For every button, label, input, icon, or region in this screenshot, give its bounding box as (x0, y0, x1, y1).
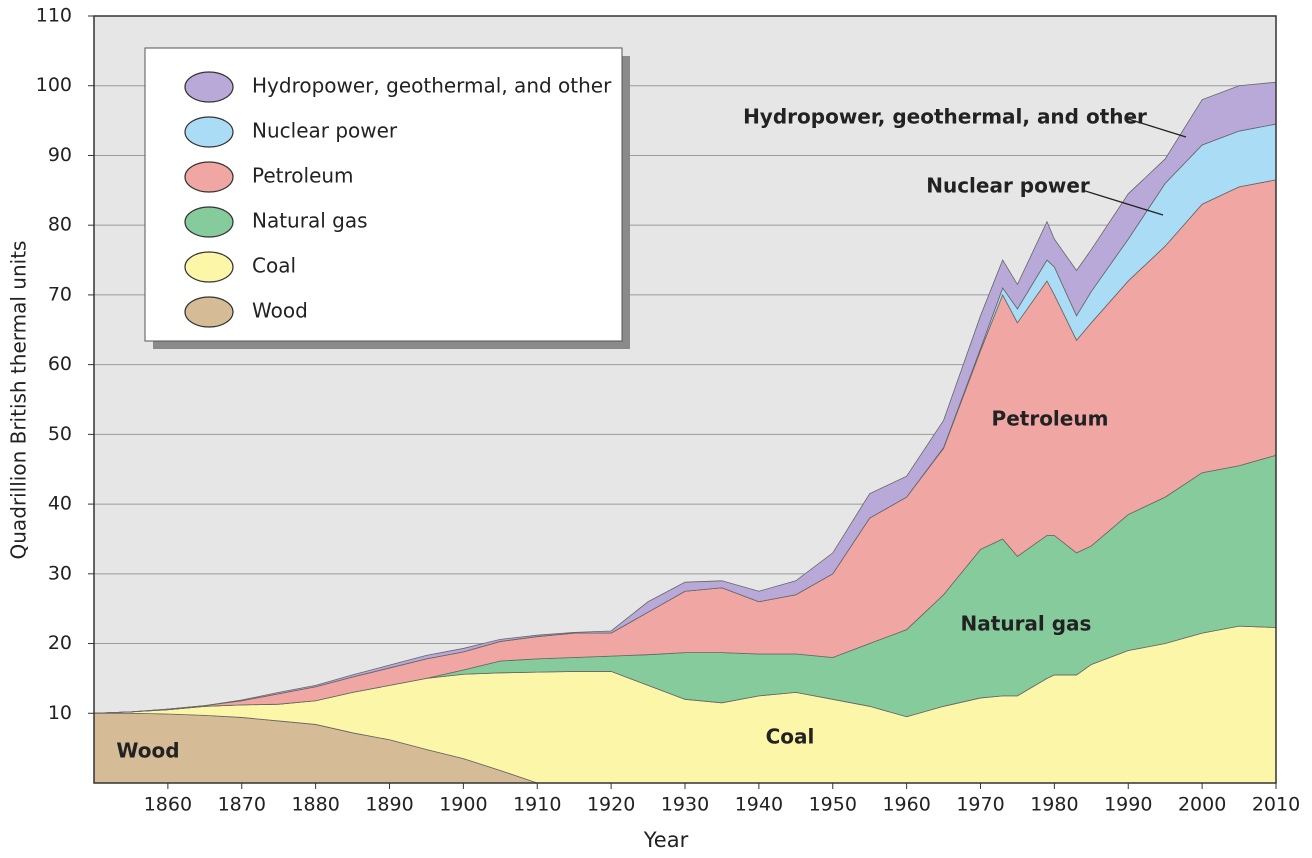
y-tick-label: 70 (48, 283, 72, 305)
leader-line (1081, 189, 1164, 216)
x-tick-label: 1870 (218, 794, 266, 816)
ticks: 10 20 30 40 50 60 70 80 90 100 110 1860 1870 1880 1890… (36, 5, 1300, 816)
legend-swatch (184, 251, 234, 283)
x-tick-label: 1910 (513, 794, 561, 816)
legend-label: Wood (252, 299, 308, 323)
y-tick-label: 30 (48, 562, 72, 584)
legend-swatch (184, 161, 234, 193)
legend-label: Petroleum (252, 164, 354, 188)
y-tick-label: 40 (48, 493, 72, 515)
area-label: Coal (766, 725, 815, 749)
y-tick-label: 100 (36, 74, 72, 96)
legend-swatch (184, 206, 234, 238)
y-tick-label: 60 (48, 353, 72, 375)
area-label: Hydropower, geothermal, and other (743, 105, 1147, 129)
area-label: Petroleum (992, 407, 1109, 431)
y-tick-label: 10 (48, 702, 72, 724)
area-label: Natural gas (961, 612, 1092, 636)
legend-label: Natural gas (252, 209, 368, 233)
x-tick-label: 1900 (439, 794, 487, 816)
y-tick-label: 110 (36, 5, 72, 27)
legend-swatch (184, 296, 234, 328)
x-tick-label: 1880 (291, 794, 339, 816)
x-axis-label: Year (643, 828, 689, 852)
leader-line (1124, 117, 1187, 138)
plot-frame (93, 15, 1277, 784)
x-tick-label: 1980 (1030, 794, 1078, 816)
legend: Wood Coal Natural gas Petroleum Nuclear powe… (144, 47, 630, 349)
annotations: Wood Coal Natural gas Petroleum Nuclear powe… (116, 105, 1187, 763)
legend-swatch (184, 71, 234, 103)
y-tick-label: 20 (48, 632, 72, 654)
x-tick-label: 1920 (587, 794, 635, 816)
x-tick-label: 1990 (1104, 794, 1152, 816)
x-tick-label: 1860 (144, 794, 192, 816)
x-tick-label: 1940 (735, 794, 783, 816)
legend-swatch (184, 116, 234, 148)
y-tick-label: 50 (48, 423, 72, 445)
area-label: Wood (116, 739, 179, 763)
legend-label: Nuclear power (252, 119, 398, 143)
area-label: Nuclear power (926, 174, 1090, 198)
x-tick-label: 1950 (809, 794, 857, 816)
y-axis-label: Quadrillion British thermal units (7, 241, 31, 560)
legend-label: Coal (252, 254, 296, 278)
x-tick-label: 2000 (1178, 794, 1226, 816)
x-tick-label: 1930 (661, 794, 709, 816)
x-tick-label: 1960 (882, 794, 930, 816)
x-tick-label: 1970 (956, 794, 1004, 816)
x-tick-label: 1890 (365, 794, 413, 816)
y-tick-label: 80 (48, 214, 72, 236)
legend-label: Hydropower, geothermal, and other (252, 74, 612, 98)
x-tick-label: 2010 (1252, 794, 1300, 816)
y-tick-label: 90 (48, 144, 72, 166)
